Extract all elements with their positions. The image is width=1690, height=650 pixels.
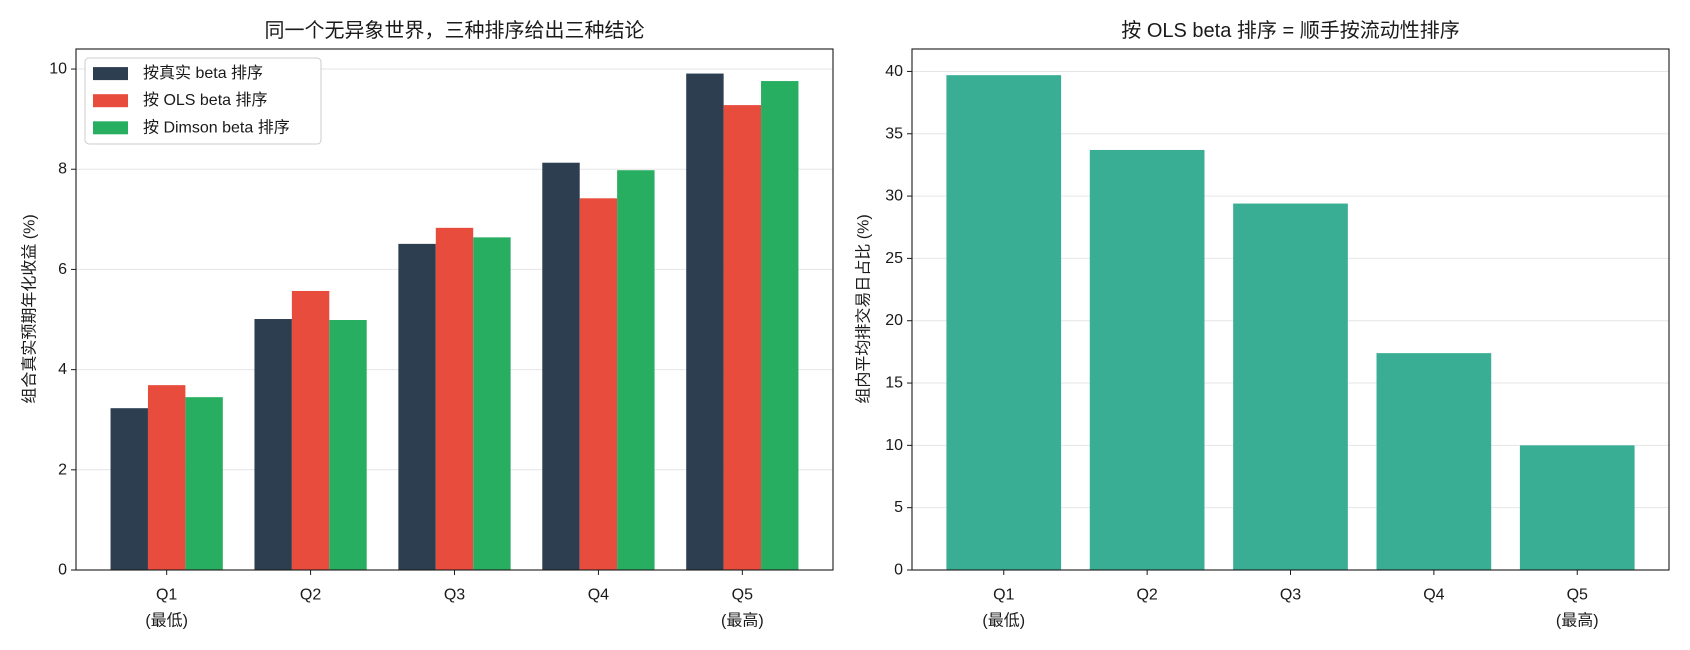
bar-q4-series-1: [542, 162, 580, 570]
bar-q4-series-2: [579, 198, 618, 571]
left-chart-legend: 按真实 beta 排序按 OLS beta 排序按 Dimson beta 排序: [84, 57, 322, 145]
right-chart-y-axis: 0 5 10 15 20 25 30 35 40: [885, 63, 912, 579]
legend-frame: [84, 57, 322, 145]
left-chart-title: 同一个无异象世界，三种排序给出三种结论: [265, 19, 645, 42]
legend-label: 按真实 beta 排序: [143, 64, 263, 82]
legend-entry: 按 Dimson beta 排序: [93, 118, 290, 136]
bar-q1-series-3: [185, 397, 223, 570]
y-tick-label: 10: [49, 61, 67, 78]
right-chart-y-axis-label: 组内平均排交易日占比 (%): [855, 214, 873, 403]
y-tick-label: 2: [58, 461, 67, 478]
x-tick-sublabel: (最高): [1556, 612, 1599, 630]
bar-q4-series-3: [617, 170, 655, 571]
bar-q5-series-3: [761, 81, 799, 570]
bar-q3-series-3: [473, 237, 511, 571]
bar-q3: [1233, 203, 1348, 570]
bar-q1-series-1: [110, 408, 148, 570]
x-tick-label: Q2: [1136, 587, 1157, 604]
bar-q3-series-1: [398, 243, 436, 570]
left-chart-y-axis: 0 2 4 6 8 10: [49, 61, 76, 579]
bar-q2-series-2: [291, 290, 330, 570]
bar-q2: [1089, 149, 1205, 570]
legend-label: 按 Dimson beta 排序: [143, 118, 290, 136]
bar-q5-series-1: [686, 73, 724, 571]
legend-entry: 按 OLS beta 排序: [93, 91, 268, 109]
x-tick-label: Q5: [732, 587, 753, 604]
legend-swatch: [93, 94, 128, 108]
left-chart-bar-series-2: [147, 105, 762, 571]
right-chart-x-axis: Q1 (最低) Q2 Q3 Q4 Q5 (最高): [982, 570, 1599, 630]
bar-q5-series-2: [723, 105, 762, 571]
y-tick-label: 30: [885, 188, 903, 205]
x-tick-sublabel: (最低): [982, 612, 1025, 630]
legend-swatch: [93, 67, 128, 81]
bar-q1-series-2: [147, 385, 186, 570]
legend-entry: 按真实 beta 排序: [93, 64, 263, 82]
y-tick-label: 20: [885, 312, 903, 329]
left-chart-bar-series-3: [185, 81, 799, 571]
right-chart-bar-series: [946, 75, 1635, 571]
x-tick-label: Q5: [1567, 587, 1588, 604]
legend-swatch: [93, 121, 128, 135]
bar-q2-series-3: [329, 320, 367, 570]
y-tick-label: 0: [894, 562, 903, 579]
x-tick-label: Q3: [444, 587, 465, 604]
legend-label: 按 OLS beta 排序: [143, 91, 268, 109]
bar-q1: [946, 75, 1062, 571]
bar-q5: [1519, 445, 1635, 570]
y-tick-label: 5: [894, 499, 903, 516]
left-chart-y-axis-label: 组合真实预期年化收益 (%): [21, 214, 39, 403]
y-tick-label: 25: [885, 250, 903, 267]
y-tick-label: 40: [885, 63, 903, 80]
x-tick-label: Q3: [1280, 587, 1301, 604]
y-tick-label: 15: [885, 375, 903, 392]
x-tick-label: Q1: [156, 587, 177, 604]
bar-q4: [1376, 353, 1492, 570]
right-chart-title: 按 OLS beta 排序 = 顺手按流动性排序: [1121, 19, 1459, 42]
left-chart-bar-series-1: [110, 73, 724, 571]
y-tick-label: 6: [58, 261, 67, 278]
left-chart-panel: 同一个无异象世界，三种排序给出三种结论 组合真实预期年化收益 (%) 0 2 4 6 8…: [21, 19, 834, 630]
x-tick-sublabel: (最低): [145, 612, 188, 630]
right-chart-panel: 按 OLS beta 排序 = 顺手按流动性排序 组内平均排交易日占比 (%) …: [855, 19, 1670, 630]
bar-q3-series-2: [435, 227, 474, 570]
x-tick-label: Q4: [588, 587, 609, 604]
x-tick-label: Q2: [300, 587, 321, 604]
x-tick-label: Q4: [1423, 587, 1444, 604]
x-tick-sublabel: (最高): [721, 612, 764, 630]
y-tick-label: 8: [58, 161, 67, 178]
x-tick-label: Q1: [993, 587, 1014, 604]
y-tick-label: 35: [885, 125, 903, 142]
y-tick-label: 0: [58, 562, 67, 579]
bar-q2-series-1: [254, 319, 292, 570]
y-tick-label: 4: [58, 361, 67, 378]
y-tick-label: 10: [885, 437, 903, 454]
left-chart-x-axis: Q1 (最低) Q2 Q3 Q4 Q5 (最高): [145, 570, 764, 630]
